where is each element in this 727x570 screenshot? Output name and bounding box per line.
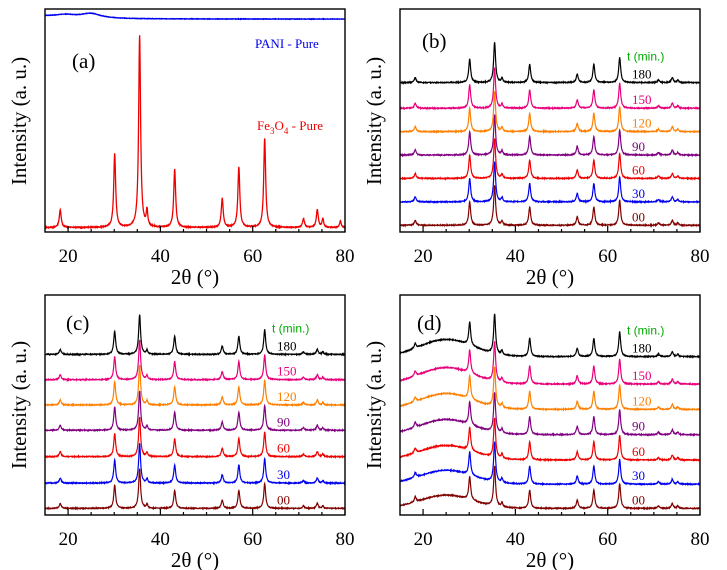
series-label-150: 150	[632, 92, 652, 107]
y-axis-title: Intensity (a. u.)	[7, 341, 31, 469]
x-tick-label: 60	[243, 246, 262, 267]
series-line-00	[400, 465, 700, 511]
y-axis-title: Intensity (a. u.)	[362, 57, 386, 185]
x-tick-label: 40	[151, 529, 170, 550]
panel-label: (d)	[417, 311, 442, 335]
series-line-150	[45, 339, 345, 383]
panel-label: (b)	[422, 29, 447, 53]
series-line-150	[400, 341, 700, 387]
x-tick-label: 20	[414, 529, 433, 550]
x-axis-title: 2θ (°)	[526, 265, 574, 289]
series-line-180	[400, 42, 700, 86]
series-label-90: 90	[632, 139, 645, 154]
panel-label: (a)	[72, 49, 95, 73]
series-line-90	[400, 114, 700, 158]
series-line-180	[45, 314, 345, 357]
trace-group	[400, 313, 700, 511]
plot-frame	[44, 8, 346, 233]
series-line-00	[400, 185, 700, 228]
x-axis-title: 2θ (°)	[526, 548, 574, 570]
y-axis-title: Intensity (a. u.)	[7, 57, 31, 185]
x-tick-label: 80	[336, 529, 355, 550]
series-line-120	[400, 91, 700, 135]
x-tick-label: 20	[59, 246, 78, 267]
series-label-00: 00	[277, 492, 290, 507]
panel-c: 00 30 60 90 120 150 180 t (min.) 20 40 60 80 2θ (°) I…	[7, 294, 355, 570]
series-line-30	[400, 161, 700, 205]
x-tick-label: 20	[414, 246, 433, 267]
series-label-60: 60	[277, 441, 290, 456]
panel-b: 00 30 60 90 120 150 180 t (min.) 20 40 60 80 2θ (°) I…	[362, 8, 710, 289]
legend-title: t (min.)	[272, 321, 309, 335]
legend-title: t (min.)	[627, 324, 664, 338]
series-line-150	[400, 67, 700, 111]
x-tick-label: 80	[691, 246, 710, 267]
series-line-pani	[45, 12, 345, 21]
series-line-30	[45, 443, 345, 486]
series-line-30	[400, 441, 700, 487]
legend-title: t (min.)	[627, 50, 664, 64]
trace-group	[45, 12, 345, 230]
series-label-90: 90	[632, 419, 645, 434]
x-tick-label: 60	[243, 529, 262, 550]
x-tick-label: 20	[59, 529, 78, 550]
series-label-150: 150	[277, 364, 297, 379]
trace-group	[45, 314, 345, 511]
series-label-30: 30	[277, 467, 290, 482]
x-axis-title: 2θ (°)	[171, 548, 219, 570]
series-label-30: 30	[632, 186, 645, 201]
series-line-00	[45, 468, 345, 511]
series-label-pani: PANI - Pure	[255, 36, 319, 51]
y-axis-title: Intensity (a. u.)	[362, 341, 386, 469]
series-label-90: 90	[277, 414, 290, 429]
series-label-00: 00	[632, 492, 645, 507]
plot-frame	[399, 8, 701, 233]
series-label-180: 180	[632, 341, 652, 356]
panel-a: PANI - Pure Fe3O4 - Pure 20 40 60 80 2θ (°) Int…	[7, 8, 355, 289]
series-label-120: 120	[632, 393, 652, 408]
series-line-180	[400, 313, 700, 359]
series-label-180: 180	[277, 338, 297, 353]
series-line-fe3o4	[45, 35, 345, 230]
series-label-fe3o4: Fe3O4 - Pure	[257, 118, 323, 136]
series-line-60	[400, 138, 700, 182]
series-label-60: 60	[632, 444, 645, 459]
panel-d: 00 30 60 90 120 150 180 t (min.) 20 40 60 80 2θ (°) I…	[362, 294, 710, 570]
x-tick-label: 80	[691, 529, 710, 550]
series-line-60	[400, 417, 700, 463]
x-tick-label: 40	[151, 246, 170, 267]
x-tick-label: 40	[506, 246, 525, 267]
series-line-120	[400, 366, 700, 412]
series-label-180: 180	[632, 67, 652, 82]
series-label-60: 60	[632, 162, 645, 177]
series-label-120: 120	[632, 116, 652, 131]
series-label-00: 00	[632, 209, 645, 224]
x-tick-label: 40	[506, 529, 525, 550]
x-tick-label: 60	[598, 246, 617, 267]
x-axis-title: 2θ (°)	[171, 265, 219, 289]
trace-group	[400, 42, 700, 228]
series-label-150: 150	[632, 368, 652, 383]
plot-frame	[399, 294, 701, 516]
series-label-120: 120	[277, 389, 297, 404]
series-line-90	[45, 390, 345, 433]
series-line-120	[45, 365, 345, 408]
plot-frame	[44, 294, 346, 516]
x-tick-label: 60	[598, 529, 617, 550]
x-tick-label: 80	[336, 246, 355, 267]
series-line-60	[45, 416, 345, 460]
series-line-90	[400, 392, 700, 438]
series-label-30: 30	[632, 468, 645, 483]
panel-label: (c)	[66, 311, 89, 335]
